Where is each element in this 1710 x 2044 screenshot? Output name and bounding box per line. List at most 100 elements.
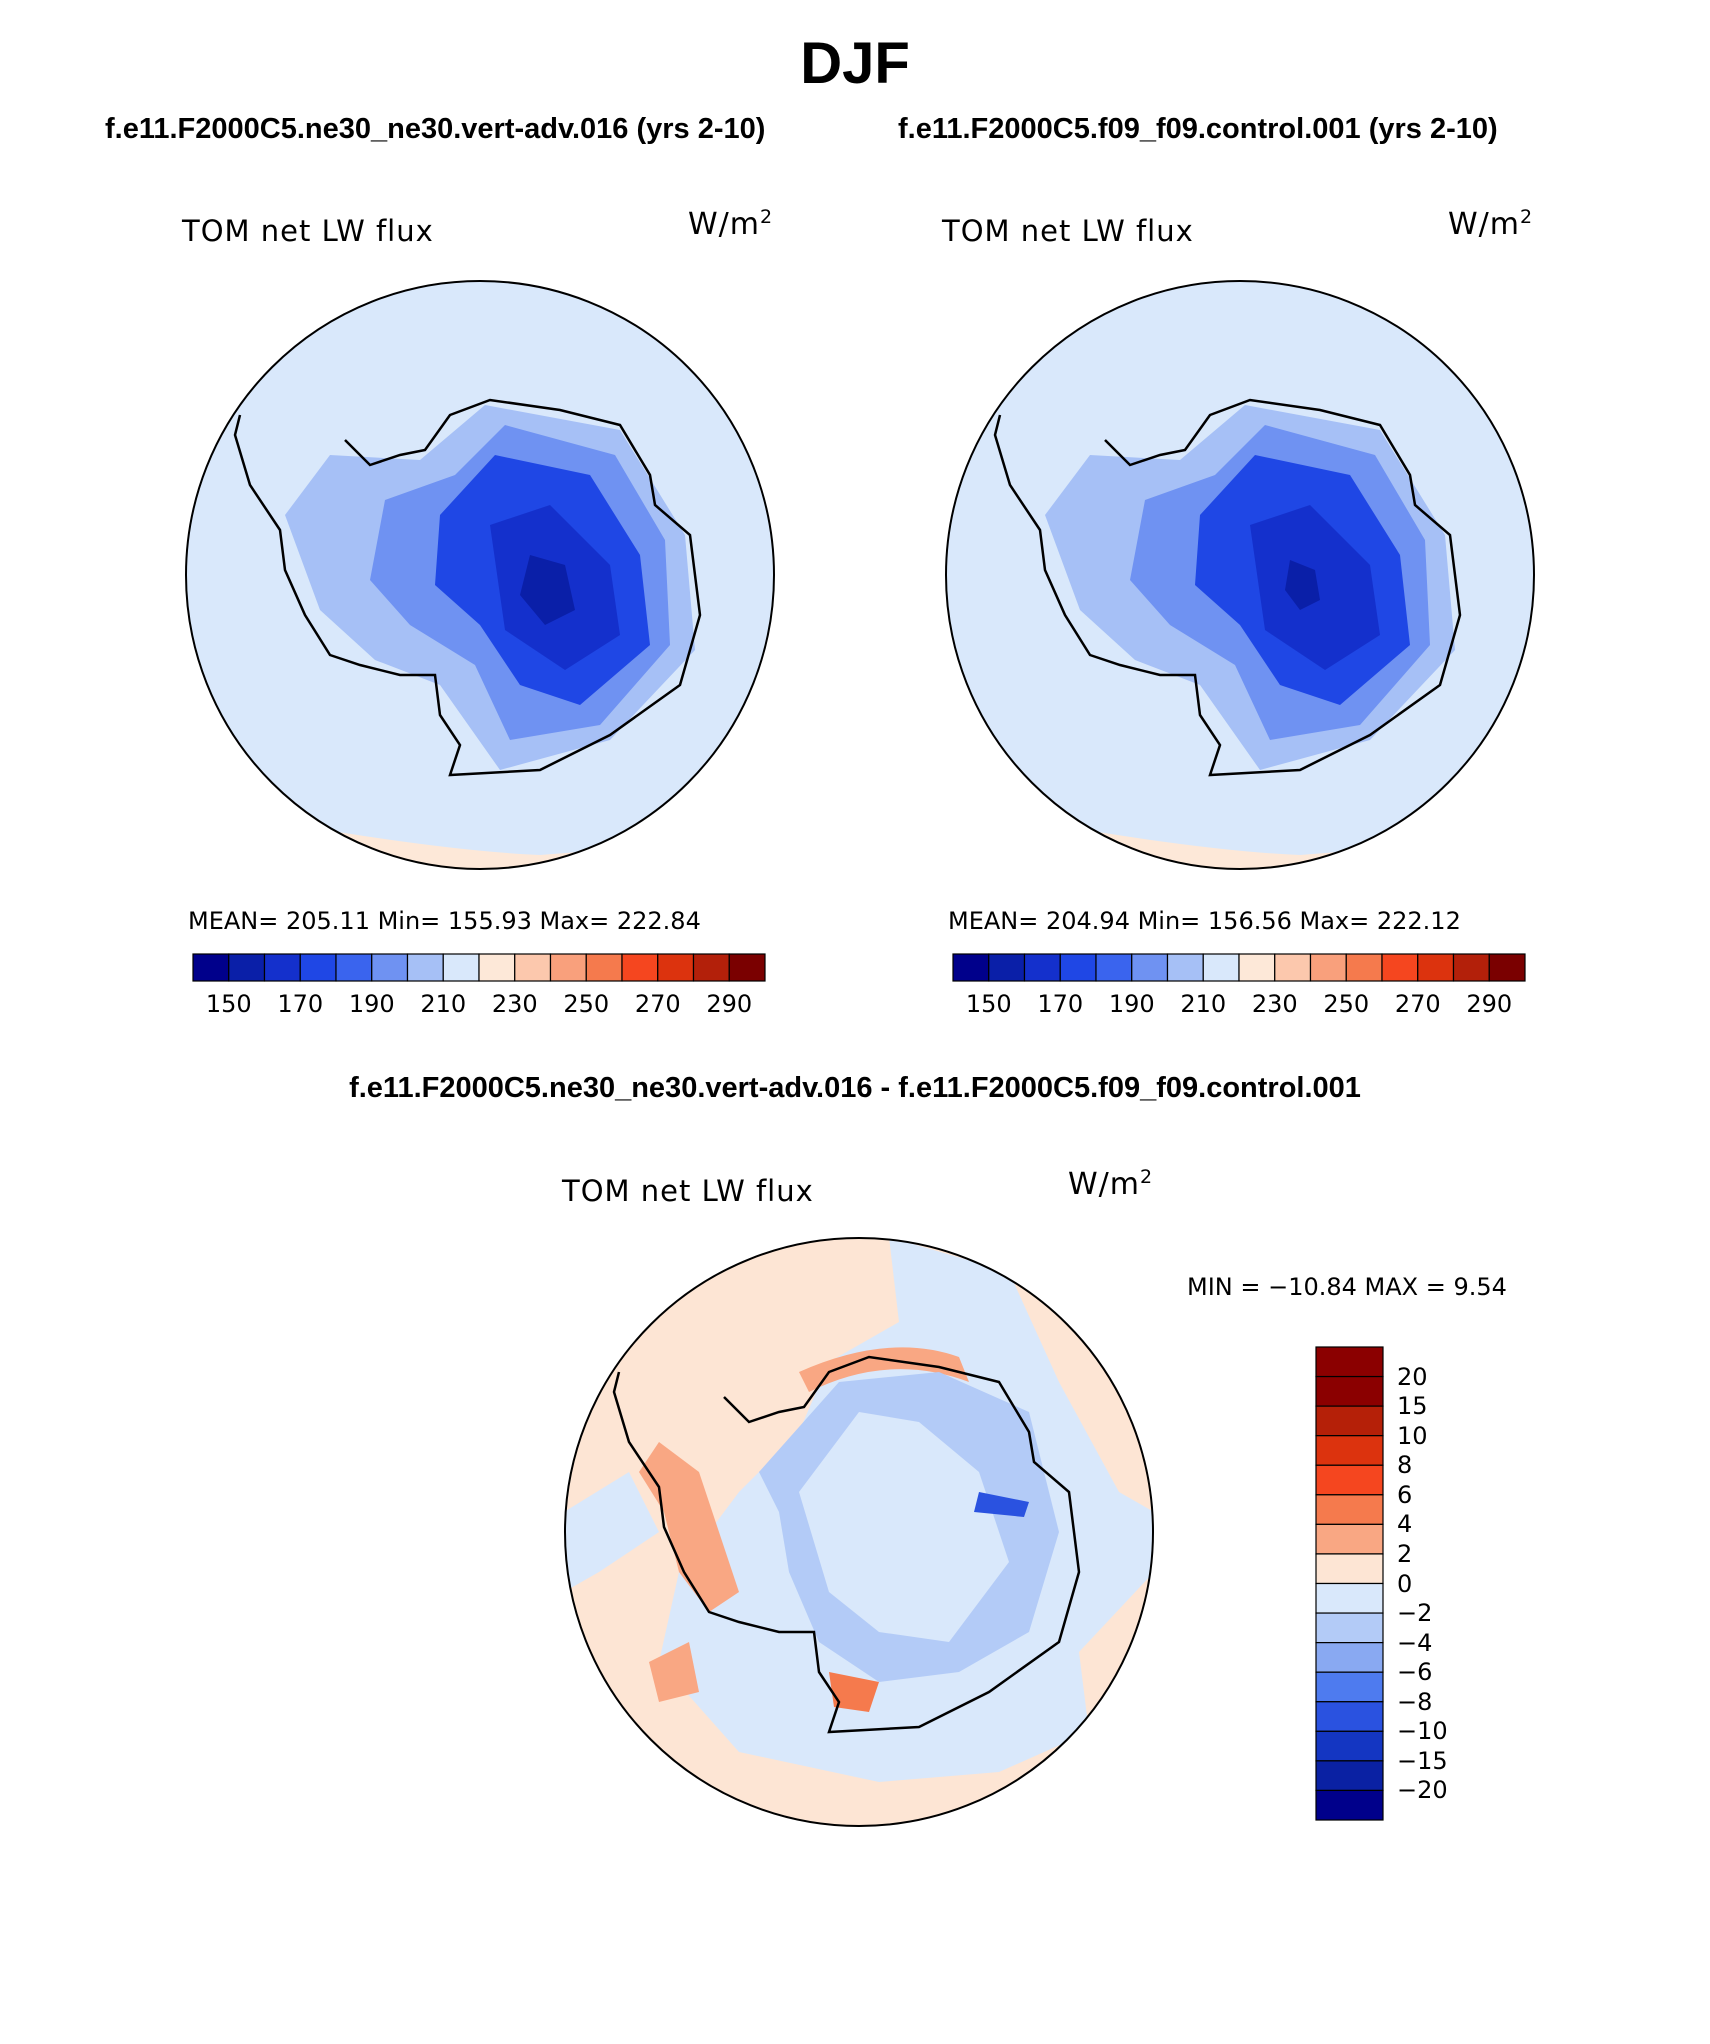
diff-polar-map [564, 1237, 1154, 1827]
diff-colorbar-label-11: −8 [1397, 1687, 1433, 1716]
panel1-colorbar-box-9 [514, 953, 552, 982]
panel2-colorbar-box-9 [1274, 953, 1312, 982]
diff-colorbar-box-10 [1315, 1642, 1384, 1673]
diff-colorbar-label-7: 0 [1397, 1569, 1413, 1598]
panel2-colorbar-label-1: 170 [1037, 990, 1084, 1018]
diff-colorbar-box-11 [1315, 1671, 1384, 1703]
diff-colorbar-label-3: 8 [1397, 1451, 1413, 1480]
panel2-colorbar-box-15 [1488, 953, 1526, 982]
diff-colorbar-box-5 [1315, 1494, 1384, 1525]
panel2-colorbar-box-2 [1023, 953, 1061, 982]
panel2-colorbar-box-8 [1238, 953, 1276, 982]
diff-colorbar-label-14: −20 [1397, 1776, 1448, 1805]
panel1-colorbar-box-11 [585, 953, 623, 982]
panel1-colorbar-label-6: 270 [634, 990, 681, 1018]
panel2-colorbar-box-10 [1309, 953, 1347, 982]
panel2-colorbar-box-3 [1059, 953, 1097, 982]
diff-coast-positive-south [829, 1672, 879, 1712]
panel1-polar-map [185, 280, 775, 870]
panel2-colorbar-box-1 [988, 953, 1026, 982]
panel2-colorbar-label-7: 290 [1466, 990, 1513, 1018]
panel1-variable-label: TOM net LW flux [182, 214, 434, 248]
diff-variable-label: TOM net LW flux [562, 1174, 814, 1208]
panel1-colorbar-box-4 [335, 953, 373, 982]
panel2-colorbar-label-5: 250 [1323, 990, 1370, 1018]
panel1-colorbar [192, 953, 766, 982]
panel1-colorbar-box-15 [728, 953, 766, 982]
panel2-polar-map [945, 280, 1535, 870]
panel2-colorbar-box-13 [1417, 953, 1455, 982]
panel1-colorbar-label-1: 170 [277, 990, 324, 1018]
panel1-colorbar-label-7: 290 [706, 990, 753, 1018]
panel2-colorbar-label-3: 210 [1180, 990, 1227, 1018]
panel1-colorbar-label-3: 210 [420, 990, 467, 1018]
diff-colorbar-box-8 [1315, 1582, 1384, 1614]
diff-units: W/m2 [1068, 1166, 1154, 1202]
diff-colorbar-box-12 [1315, 1701, 1384, 1732]
diff-colorbar-label-9: −4 [1397, 1628, 1433, 1657]
panel1-colorbar-box-13 [657, 953, 695, 982]
diff-colorbar-box-9 [1315, 1612, 1384, 1644]
panel2-variable-label: TOM net LW flux [942, 214, 1194, 248]
panel2-colorbar-ticks: 150 170 190 210 230 250 270 290 [953, 990, 1525, 1020]
figure-title: DJF [800, 31, 910, 96]
diff-colorbar-box-2 [1315, 1405, 1384, 1437]
panel1-colorbar-box-7 [442, 953, 480, 982]
panel1-colorbar-ticks: 150 170 190 210 230 250 270 290 [193, 990, 765, 1020]
panel1-stats: MEAN= 205.11 Min= 155.93 Max= 222.84 [188, 907, 701, 935]
panel2-colorbar-label-2: 190 [1108, 990, 1155, 1018]
panel1-colorbar-box-1 [228, 953, 266, 982]
panel1-colorbar-box-2 [263, 953, 301, 982]
panel1-level-150 [520, 555, 575, 625]
diff-colorbar [1315, 1346, 1384, 1821]
panel2-colorbar-box-11 [1345, 953, 1383, 982]
panel1-colorbar-box-0 [192, 953, 230, 982]
panel2-colorbar-label-4: 230 [1251, 990, 1298, 1018]
panel2-colorbar-box-5 [1131, 953, 1169, 982]
diff-colorbar-box-7 [1315, 1553, 1384, 1585]
diff-colorbar-label-4: 6 [1397, 1480, 1413, 1509]
panel1-colorbar-box-12 [621, 953, 659, 982]
diff-colorbar-label-5: 4 [1397, 1510, 1413, 1539]
panel1-colorbar-box-8 [478, 953, 516, 982]
case-title-right: f.e11.F2000C5.f09_f09.control.001 (yrs 2… [898, 113, 1498, 145]
panel1-colorbar-box-5 [371, 953, 409, 982]
panel1-colorbar-label-0: 150 [205, 990, 252, 1018]
diff-colorbar-box-6 [1315, 1523, 1384, 1555]
panel2-units: W/m2 [1448, 206, 1534, 242]
panel2-colorbar-box-6 [1166, 953, 1204, 982]
case-title-left: f.e11.F2000C5.ne30_ne30.vert-adv.016 (yr… [105, 113, 766, 145]
panel2-colorbar-box-7 [1202, 953, 1240, 982]
panel1-colorbar-box-14 [692, 953, 730, 982]
diff-colorbar-label-0: 20 [1397, 1362, 1428, 1391]
panel1-colorbar-box-10 [549, 953, 587, 982]
panel2-coastline [993, 398, 1462, 777]
diff-colorbar-label-12: −10 [1397, 1717, 1448, 1746]
diff-colorbar-label-10: −6 [1397, 1658, 1433, 1687]
panel2-colorbar-box-14 [1452, 953, 1490, 982]
diff-coastline [612, 1355, 1081, 1734]
diff-colorbar-box-13 [1315, 1730, 1384, 1762]
diff-interior-weak [799, 1412, 1009, 1642]
panel1-colorbar-label-4: 230 [491, 990, 538, 1018]
diff-colorbar-box-0 [1315, 1346, 1384, 1378]
panel2-colorbar-label-0: 150 [965, 990, 1012, 1018]
diff-colorbar-box-4 [1315, 1464, 1384, 1496]
diff-colorbar-ticks: 20 15 10 8 6 4 2 0 −2 −4 −6 −8 −10 −15 −20 [1397, 1347, 1477, 1820]
panel2-colorbar-box-0 [952, 953, 990, 982]
panel2-colorbar-label-6: 270 [1394, 990, 1441, 1018]
panel2-stats: MEAN= 204.94 Min= 156.56 Max= 222.12 [948, 907, 1461, 935]
diff-colorbar-box-14 [1315, 1760, 1384, 1792]
panel2-colorbar-box-12 [1381, 953, 1419, 982]
panel2-colorbar [952, 953, 1526, 982]
diff-colorbar-box-3 [1315, 1435, 1384, 1466]
diff-colorbar-box-15 [1315, 1789, 1384, 1821]
diff-title: f.e11.F2000C5.ne30_ne30.vert-adv.016 - f… [349, 1072, 1361, 1104]
diff-coast-negative-east [974, 1492, 1029, 1517]
diff-colorbar-label-8: −2 [1397, 1599, 1433, 1628]
panel2-level-150 [1285, 560, 1320, 610]
diff-colorbar-label-1: 15 [1397, 1392, 1428, 1421]
panel1-colorbar-box-6 [406, 953, 444, 982]
panel1-colorbar-label-2: 190 [348, 990, 395, 1018]
diff-coast-positive-peninsula [639, 1442, 739, 1612]
